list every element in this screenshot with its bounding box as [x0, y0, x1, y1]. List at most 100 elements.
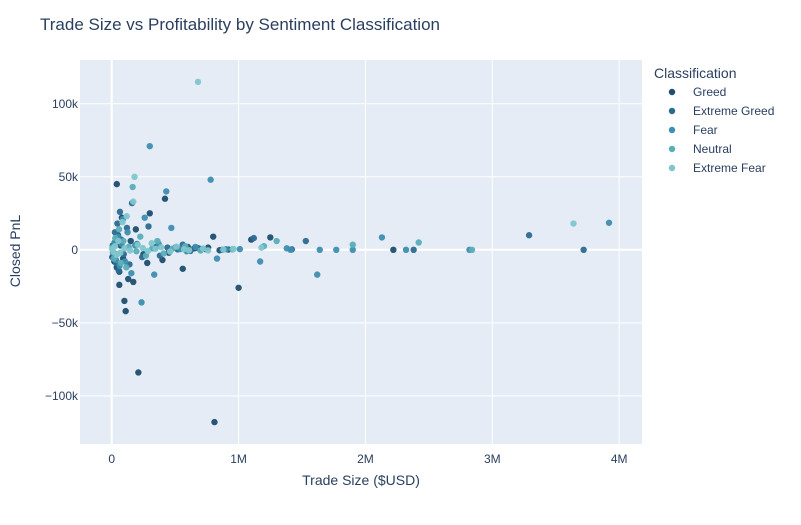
- data-point[interactable]: [168, 224, 175, 232]
- data-point[interactable]: [119, 218, 126, 226]
- data-point[interactable]: [236, 245, 244, 253]
- data-point[interactable]: [580, 246, 587, 254]
- x-axis-title: Trade Size ($USD): [302, 472, 420, 488]
- data-point[interactable]: [173, 243, 180, 250]
- data-point[interactable]: [525, 232, 533, 239]
- data-point[interactable]: [235, 284, 242, 291]
- data-point[interactable]: [378, 234, 386, 241]
- legend-item[interactable]: Fear: [668, 123, 718, 137]
- legend-items: Greed Extreme Greed Fear Neutral Extreme Fea…: [668, 85, 775, 175]
- data-point[interactable]: [123, 213, 130, 220]
- data-point[interactable]: [273, 237, 280, 245]
- data-point[interactable]: [135, 369, 142, 376]
- data-point[interactable]: [570, 220, 577, 227]
- legend-item[interactable]: Extreme Greed: [668, 104, 775, 118]
- data-point[interactable]: [129, 183, 136, 191]
- legend-item[interactable]: Neutral: [668, 142, 732, 156]
- data-point[interactable]: [204, 247, 212, 254]
- data-point[interactable]: [146, 142, 153, 150]
- data-point[interactable]: [163, 188, 170, 195]
- legend-marker: [668, 126, 676, 134]
- data-point[interactable]: [151, 271, 158, 278]
- data-point[interactable]: [121, 245, 128, 252]
- x-tick-label: 4M: [611, 452, 628, 466]
- data-point[interactable]: [141, 214, 148, 221]
- data-point[interactable]: [144, 259, 151, 267]
- data-point[interactable]: [117, 249, 124, 256]
- legend: Classification Greed Extreme Greed Fear Neu…: [654, 65, 774, 175]
- data-point[interactable]: [160, 250, 167, 257]
- legend-item[interactable]: Greed: [668, 85, 727, 99]
- legend-title: Classification: [654, 65, 736, 81]
- data-point[interactable]: [124, 229, 131, 236]
- data-point[interactable]: [139, 244, 146, 252]
- data-point[interactable]: [144, 247, 152, 255]
- data-point[interactable]: [213, 255, 221, 262]
- data-point[interactable]: [131, 173, 138, 181]
- data-point[interactable]: [287, 246, 294, 254]
- data-point[interactable]: [302, 237, 310, 245]
- data-point[interactable]: [115, 226, 123, 233]
- data-point[interactable]: [161, 195, 169, 202]
- data-point[interactable]: [349, 246, 356, 254]
- data-point[interactable]: [137, 233, 144, 240]
- data-point[interactable]: [185, 247, 193, 254]
- data-point[interactable]: [154, 237, 161, 245]
- data-point[interactable]: [127, 237, 134, 245]
- data-point[interactable]: [152, 245, 159, 252]
- data-point[interactable]: [157, 243, 165, 251]
- data-point[interactable]: [207, 176, 214, 183]
- data-point[interactable]: [115, 237, 122, 245]
- data-point[interactable]: [122, 307, 129, 315]
- data-point[interactable]: [314, 271, 321, 278]
- data-point[interactable]: [125, 275, 132, 283]
- data-point[interactable]: [402, 246, 410, 254]
- data-point[interactable]: [121, 297, 128, 305]
- data-point[interactable]: [415, 239, 422, 246]
- data-point[interactable]: [211, 418, 218, 426]
- data-point[interactable]: [390, 246, 397, 254]
- data-point[interactable]: [267, 234, 274, 241]
- data-point[interactable]: [410, 246, 417, 254]
- data-point[interactable]: [605, 219, 613, 226]
- data-point[interactable]: [126, 247, 134, 254]
- data-point[interactable]: [146, 210, 153, 217]
- data-point[interactable]: [230, 245, 237, 253]
- series-extreme-fear: [109, 78, 577, 259]
- data-point[interactable]: [111, 242, 119, 250]
- data-point[interactable]: [130, 198, 137, 205]
- data-point[interactable]: [133, 248, 140, 255]
- plot-area[interactable]: [80, 60, 642, 444]
- data-point[interactable]: [134, 241, 141, 248]
- data-point[interactable]: [123, 264, 130, 271]
- data-point[interactable]: [194, 78, 202, 86]
- data-point[interactable]: [130, 278, 137, 286]
- data-point[interactable]: [166, 248, 174, 255]
- data-point[interactable]: [333, 246, 340, 254]
- x-tick-label: 1M: [230, 452, 247, 466]
- data-point[interactable]: [316, 246, 323, 254]
- data-point[interactable]: [148, 240, 155, 247]
- data-point[interactable]: [145, 223, 152, 230]
- data-point[interactable]: [120, 237, 127, 245]
- data-point[interactable]: [128, 269, 135, 277]
- data-point[interactable]: [258, 244, 265, 251]
- data-point[interactable]: [220, 246, 227, 253]
- legend-item[interactable]: Extreme Fear: [668, 161, 766, 175]
- data-point[interactable]: [256, 258, 264, 265]
- data-point[interactable]: [117, 259, 125, 267]
- data-point[interactable]: [113, 180, 120, 188]
- data-point[interactable]: [116, 208, 124, 216]
- data-point[interactable]: [468, 246, 476, 254]
- data-point[interactable]: [116, 281, 123, 289]
- data-point[interactable]: [180, 246, 188, 253]
- data-point[interactable]: [138, 299, 145, 306]
- data-point[interactable]: [114, 220, 121, 227]
- data-point[interactable]: [199, 245, 207, 252]
- data-point[interactable]: [349, 241, 356, 248]
- data-point[interactable]: [210, 233, 217, 240]
- data-point[interactable]: [250, 234, 258, 242]
- data-point[interactable]: [192, 243, 199, 251]
- data-point[interactable]: [132, 226, 140, 233]
- data-point[interactable]: [179, 265, 186, 272]
